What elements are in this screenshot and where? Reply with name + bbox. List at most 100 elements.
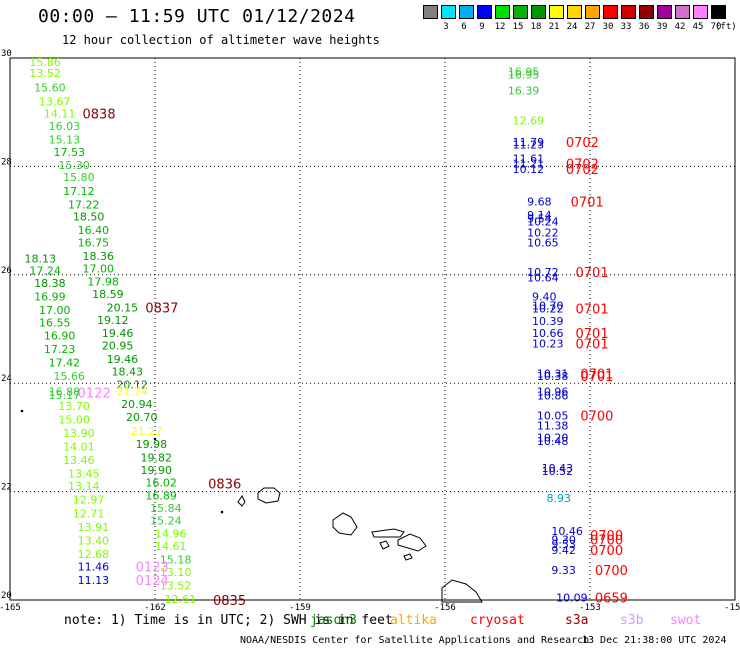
pass-time-label: 0124	[136, 574, 169, 589]
wave-height-value: 9.33	[551, 564, 576, 577]
scale-label: 9	[479, 22, 485, 32]
wave-height-value: 12.71	[73, 507, 105, 520]
wave-height-value: 11.46	[78, 560, 110, 573]
scale-swatch	[531, 5, 546, 19]
lon-tick-label: -150	[724, 603, 740, 613]
pass-time-label: 0702	[566, 136, 599, 151]
lat-tick-label: 22	[1, 483, 12, 493]
wave-height-value: 15.66	[54, 370, 86, 383]
wave-height-value: 15.84	[150, 502, 182, 515]
wave-height-value: 19.90	[141, 464, 173, 477]
scale-swatch	[423, 5, 438, 19]
wave-height-value: 10.38	[537, 370, 569, 383]
lon-tick-label: -156	[434, 603, 456, 613]
wave-height-value: 16.99	[34, 290, 66, 303]
island-lanai	[379, 540, 390, 550]
wave-height-value: 16.89	[145, 489, 177, 502]
lat-tick-label: 24	[1, 374, 12, 384]
wave-height-value: 11.13	[78, 574, 110, 587]
pass-time-label: 0701	[571, 196, 604, 211]
wave-height-value: 14.61	[155, 540, 187, 553]
scale-swatch	[603, 5, 618, 19]
wave-height-value: 10.31	[537, 367, 569, 380]
pass-time-label: 0701	[576, 327, 609, 342]
scale-swatch	[621, 5, 636, 19]
wave-height-value: 10.64	[527, 272, 559, 285]
wave-height-value: 10.22	[527, 227, 559, 240]
wave-height-value: 12.61	[165, 593, 197, 606]
wave-height-value: 8.93	[547, 492, 572, 505]
wave-height-value: 14.01	[63, 441, 95, 454]
wave-height-value: 17.53	[54, 146, 86, 159]
hawaiian-islands	[20, 409, 483, 603]
wave-height-value: 10.86	[537, 390, 569, 403]
pass-time-label: 0700	[595, 564, 628, 579]
wave-height-value: 10.96	[537, 385, 569, 398]
wave-height-value: 10.52	[542, 465, 574, 478]
wave-height-value: 21.74	[116, 385, 148, 398]
wave-height-value: 16.90	[44, 330, 75, 343]
scale-swatch	[477, 5, 492, 19]
lat-tick-label: 30	[1, 49, 12, 59]
wave-height-value: 17.12	[63, 185, 95, 198]
wave-height-value: 20.15	[107, 301, 138, 314]
wave-height-value: 10.43	[542, 462, 574, 475]
scale-swatch	[567, 5, 582, 19]
scale-swatch	[441, 5, 456, 19]
wave-height-value: 16.40	[78, 224, 110, 237]
scale-swatch	[639, 5, 654, 19]
wave-height-value: 10.12	[513, 163, 545, 176]
wave-height-value: 20.94	[121, 398, 152, 411]
island-kahoolawe	[403, 553, 413, 561]
scale-label: 36	[638, 22, 650, 32]
wave-height-value: 10.48	[537, 435, 569, 448]
wave-height-value: 17.98	[87, 275, 119, 288]
pass-time-label: 0837	[145, 301, 178, 316]
wave-height-value: 10.72	[527, 266, 559, 279]
wave-height-value: 12.69	[513, 114, 545, 127]
pass-time-label: 0702	[566, 163, 599, 178]
wave-height-value: 16.55	[39, 316, 71, 329]
wave-height-value: 18.59	[92, 288, 124, 301]
wave-height-value: 18.38	[34, 277, 66, 290]
pass-time-label: 0123	[136, 560, 169, 575]
island-hawaii	[441, 579, 483, 603]
axis-ticks: -165 -162 -159 -156 -153 -150 30 28 26 24 22 20	[0, 49, 740, 613]
pass-time-label: 0700	[580, 410, 613, 425]
wave-height-value: 15.00	[58, 414, 89, 427]
wave-height-value: 16.39	[508, 85, 540, 98]
wave-height-value: 15.86	[29, 56, 61, 69]
wave-height-value: 10.23	[532, 338, 564, 351]
scale-label: 15	[512, 22, 524, 32]
wave-height-value: 13.14	[68, 480, 100, 493]
satellite-jason3: jason3	[310, 613, 357, 628]
wave-height-observations: 15.8613.5215.6013.6714.1116.0315.1317.53…	[25, 56, 628, 609]
wave-height-value: 10.65	[527, 236, 559, 249]
wave-height-value: 10.70	[532, 300, 564, 313]
wave-height-value: 18.36	[83, 250, 115, 263]
wave-height-value: 11.61	[513, 152, 545, 165]
wave-height-value: 9.54	[527, 212, 552, 225]
wave-height-value: 16.88	[49, 385, 81, 398]
wave-height-value: 15.13	[49, 133, 81, 146]
wave-height-value: 14.96	[155, 527, 187, 540]
scale-label: 42	[674, 22, 686, 32]
wave-height-value: 15.24	[150, 514, 182, 527]
wave-height-value: 15.30	[58, 159, 89, 172]
lon-tick-label: -159	[289, 603, 311, 613]
wave-height-value: 16.03	[49, 120, 81, 133]
lon-tick-label: -162	[144, 603, 166, 613]
wave-height-value: 13.40	[78, 534, 110, 547]
scale-swatch	[585, 5, 600, 19]
wave-height-value: 12.68	[78, 548, 110, 561]
wave-height-value: 13.52	[29, 67, 61, 80]
wave-height-value: 9.14	[527, 209, 552, 222]
footnote: note: 1) Time is in UTC; 2) SWH is in fe…	[64, 613, 393, 628]
island-oahu	[332, 512, 358, 536]
wave-height-value: 11.38	[537, 419, 569, 432]
wave-height-value: 18.13	[25, 253, 57, 266]
satellite-swot: swot	[670, 613, 702, 628]
scale-label: 21	[548, 22, 560, 32]
wave-height-value: 20.70	[126, 411, 158, 424]
